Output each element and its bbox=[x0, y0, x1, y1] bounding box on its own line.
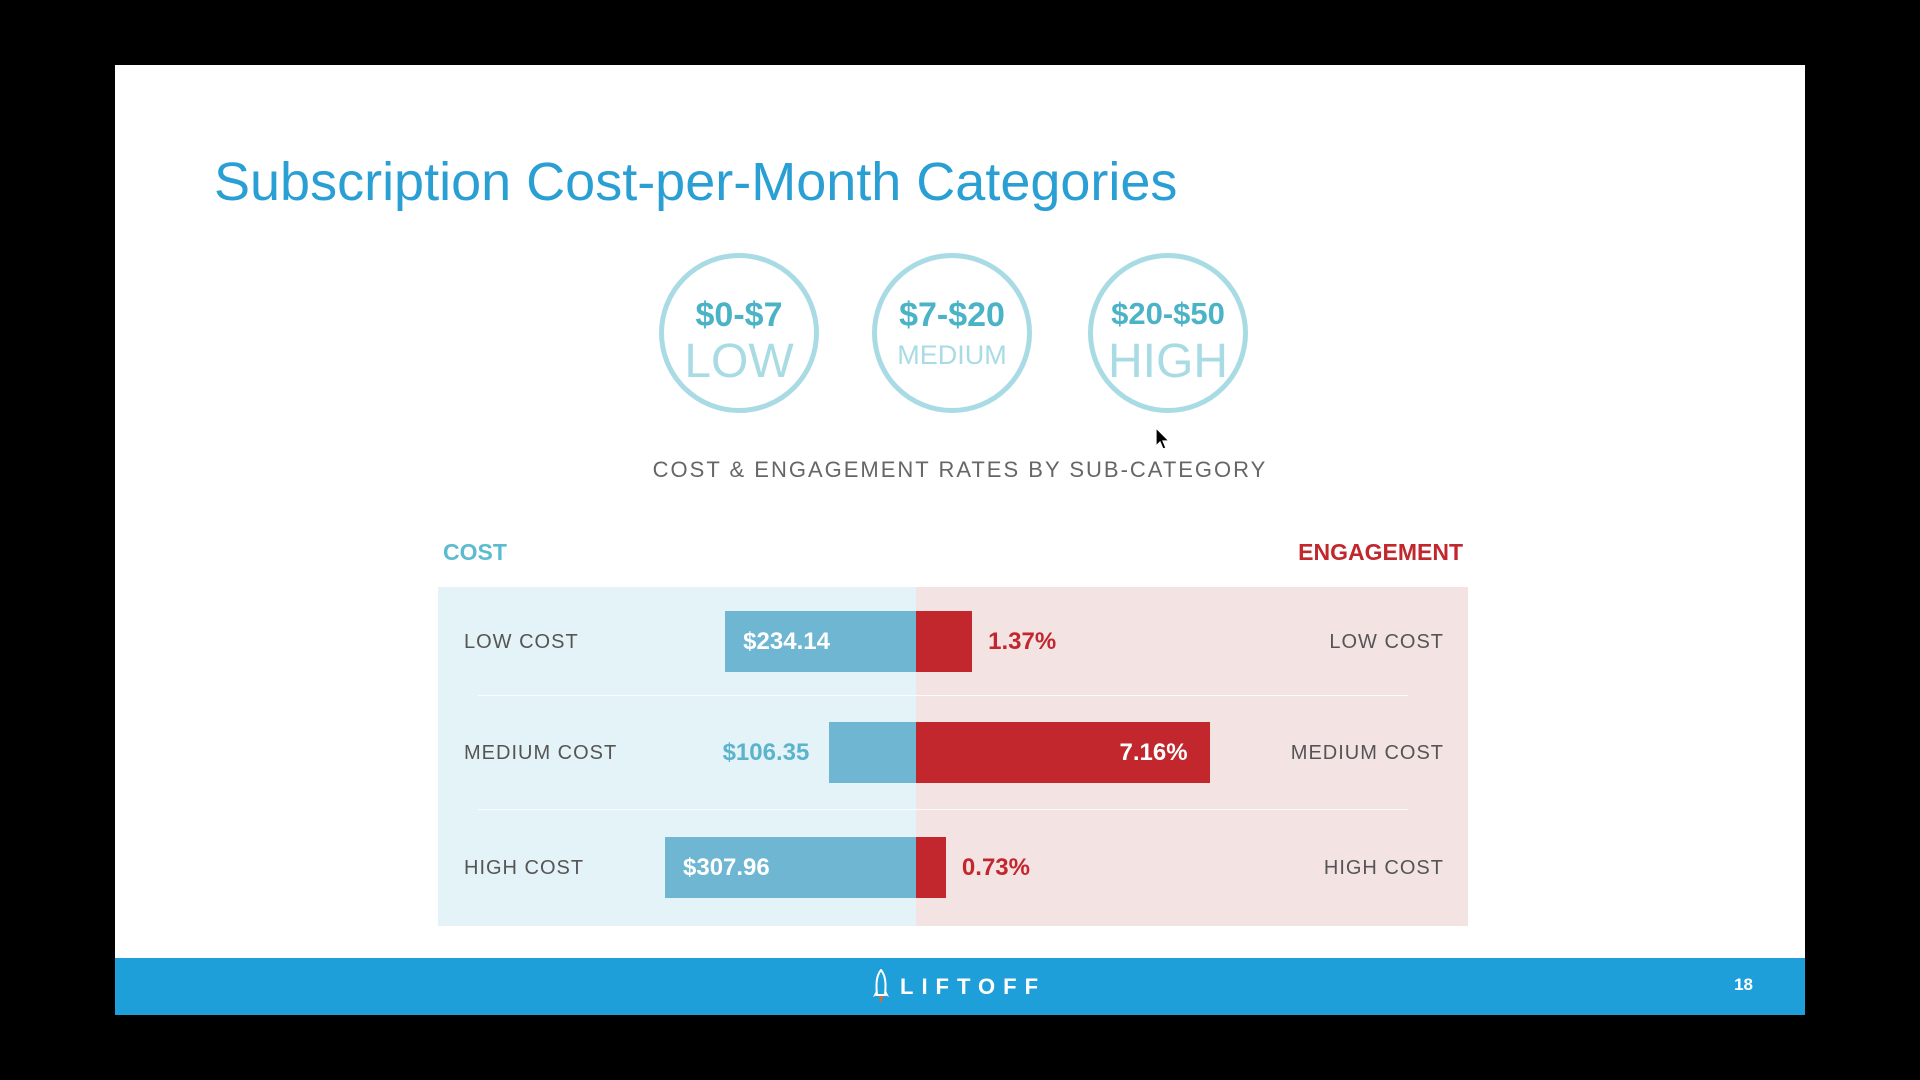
engagement-header: ENGAGEMENT bbox=[1298, 539, 1463, 565]
cost-row-label: MEDIUM COST bbox=[464, 742, 618, 764]
brand-name: LIFTOFF bbox=[900, 974, 1047, 999]
slide: Subscription Cost-per-Month Categories $… bbox=[115, 65, 1805, 1015]
engagement-row-label: LOW COST bbox=[1329, 631, 1444, 653]
chart-title: COST & ENGAGEMENT RATES BY SUB-CATEGORY bbox=[652, 457, 1268, 482]
cost-bar bbox=[725, 611, 916, 672]
engagement-value-label: 1.37% bbox=[988, 628, 1057, 655]
engagement-value-label: 7.16% bbox=[1119, 739, 1188, 766]
slide-title: Subscription Cost-per-Month Categories bbox=[214, 152, 1178, 212]
engagement-value-label: 0.73% bbox=[961, 854, 1030, 881]
cost-row-label: HIGH COST bbox=[464, 857, 585, 879]
engagement-bar bbox=[916, 837, 946, 898]
engagement-row-label: HIGH COST bbox=[1323, 857, 1444, 879]
tier-high-circle: $20-$50 HIGH bbox=[1088, 253, 1248, 413]
engagement-row-label: MEDIUM COST bbox=[1290, 742, 1444, 764]
row-divider bbox=[478, 809, 1408, 810]
cost-bar bbox=[829, 722, 916, 783]
cost-row-label: LOW COST bbox=[464, 631, 579, 653]
tier-range: $20-$50 bbox=[1111, 296, 1225, 331]
engagement-bar bbox=[916, 611, 973, 672]
page-number: 18 bbox=[1734, 975, 1753, 994]
cost-value-label: $106.35 bbox=[722, 739, 810, 766]
row-divider bbox=[478, 695, 1408, 696]
tier-low-circle: $0-$7 LOW bbox=[659, 253, 819, 413]
cost-value-label: $307.96 bbox=[683, 854, 770, 881]
footer-bar: LIFTOFF 18 bbox=[115, 958, 1805, 1015]
cost-header: COST bbox=[443, 539, 507, 565]
mouse-cursor-icon bbox=[1155, 427, 1171, 450]
cost-bar bbox=[665, 837, 916, 898]
tier-level: HIGH bbox=[1108, 335, 1228, 388]
engagement-bar bbox=[916, 722, 1210, 783]
tier-range: $7-$20 bbox=[899, 296, 1005, 334]
tier-level: LOW bbox=[684, 335, 794, 388]
rocket-icon bbox=[873, 969, 889, 1004]
tier-level: MEDIUM bbox=[897, 340, 1007, 370]
tier-range: $0-$7 bbox=[695, 296, 783, 334]
cost-value-label: $234.14 bbox=[743, 628, 830, 655]
tier-medium-circle: $7-$20 MEDIUM bbox=[872, 253, 1032, 413]
liftoff-logo: LIFTOFF bbox=[872, 968, 1046, 1006]
